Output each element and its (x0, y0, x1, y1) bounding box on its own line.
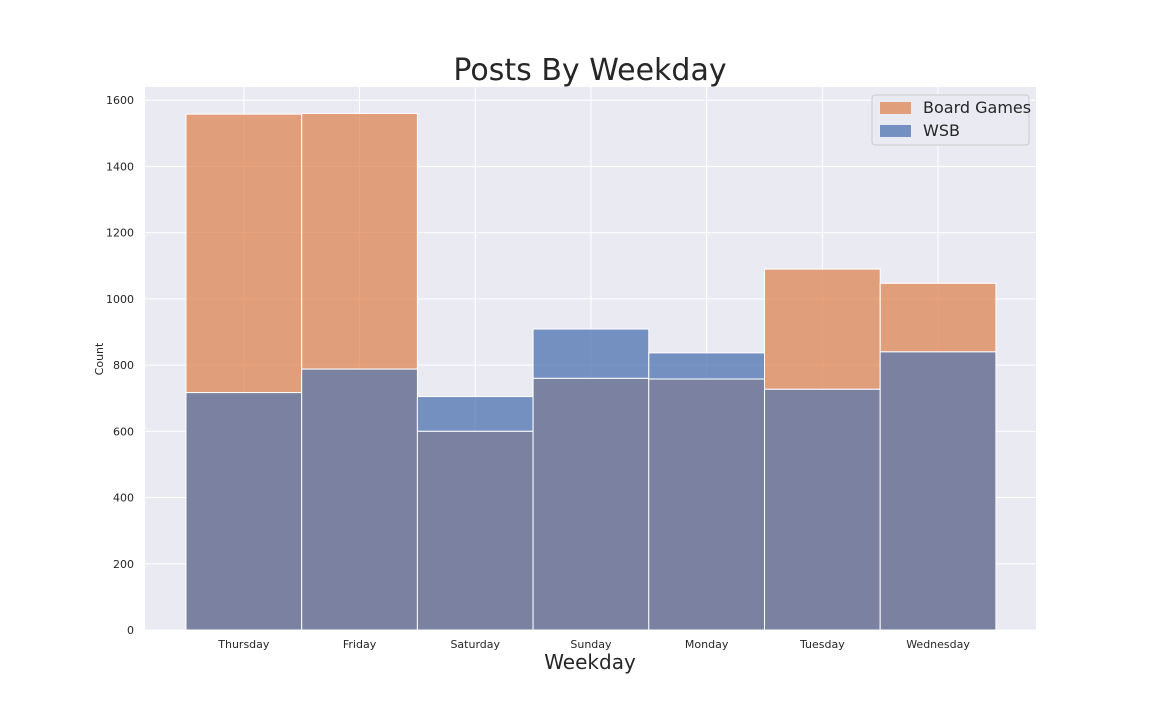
bar-wednesday-board-games (879, 282, 997, 353)
y-tick-label: 1200 (106, 227, 134, 240)
legend-box (871, 94, 1030, 146)
y-tick-label: 1000 (106, 293, 134, 306)
x-tick-label: Sunday (570, 638, 612, 651)
legend-swatch-wsb (880, 125, 911, 137)
x-tick-label: Thursday (217, 638, 270, 651)
bar-thursday-overlap (185, 392, 303, 631)
x-tick-label: Saturday (450, 638, 500, 651)
legend: Board Games WSB (871, 94, 1031, 146)
bar-friday-overlap (301, 368, 418, 631)
legend-label-wsb: WSB (923, 121, 960, 140)
x-tick-label: Tuesday (799, 638, 845, 651)
bar-saturday-wsb (416, 396, 534, 432)
bar-friday-board-games (301, 112, 418, 370)
y-axis-label: Count (93, 342, 106, 375)
bar-monday-wsb (648, 352, 765, 380)
x-axis-label: Weekday (544, 650, 636, 674)
bar-sunday-overlap (532, 377, 650, 631)
x-axis-ticks: Thursday Friday Saturday Sunday Monday Tuesda… (217, 638, 970, 651)
bar-thursday-board-games (185, 113, 303, 394)
x-tick-label: Wednesday (906, 638, 970, 651)
bars-layer (185, 112, 997, 631)
legend-swatch-board-games (880, 102, 911, 114)
bar-saturday-overlap (416, 430, 534, 631)
y-tick-label: 600 (113, 425, 134, 438)
bar-tuesday-board-games (764, 268, 881, 390)
x-tick-label: Friday (343, 638, 377, 651)
y-tick-label: 1600 (106, 94, 134, 107)
bar-wednesday-overlap (879, 351, 997, 631)
x-tick-label: Monday (685, 638, 729, 651)
bar-sunday-wsb (532, 328, 650, 379)
y-tick-label: 0 (127, 624, 134, 637)
legend-label-board-games: Board Games (923, 98, 1031, 117)
y-tick-label: 1400 (106, 160, 134, 173)
y-tick-label: 200 (113, 558, 134, 571)
chart-title: Posts By Weekday (453, 53, 726, 88)
y-axis-ticks: 0 200 400 600 800 1000 1200 1400 1600 (106, 94, 134, 637)
bar-monday-overlap (648, 378, 765, 631)
bar-tuesday-overlap (764, 388, 881, 631)
y-tick-label: 800 (113, 359, 134, 372)
y-tick-label: 400 (113, 492, 134, 505)
